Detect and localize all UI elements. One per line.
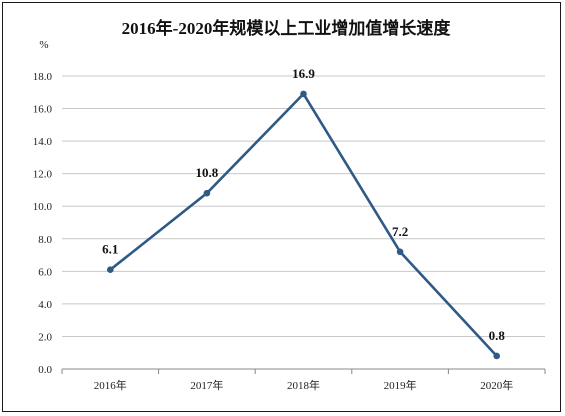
data-label: 6.1 <box>102 242 118 257</box>
x-tick-label: 2016年 <box>94 378 127 392</box>
data-label: 0.8 <box>489 328 506 343</box>
y-tick-label: 10.0 <box>33 201 53 213</box>
data-point <box>107 266 114 274</box>
data-label: 7.2 <box>392 224 408 239</box>
series-line <box>109 91 498 357</box>
x-tick-label: 2018年 <box>287 378 320 392</box>
x-tick-label: 2017年 <box>190 378 223 392</box>
data-labels: 6.1 10.8 16.9 7.2 0.8 <box>102 66 505 343</box>
gridlines <box>62 75 545 337</box>
axes <box>61 368 546 374</box>
data-point <box>203 189 211 197</box>
y-tick-label: 4.0 <box>38 299 52 311</box>
chart-frame <box>2 2 561 412</box>
y-tick-label: 14.0 <box>33 136 53 148</box>
data-point <box>396 248 404 256</box>
x-tick-label: 2020年 <box>480 378 513 392</box>
y-tick-label: 2.0 <box>38 331 52 343</box>
y-tick-label: 0.0 <box>38 364 52 376</box>
x-tick-label: 2019年 <box>384 378 417 392</box>
data-point <box>300 90 307 98</box>
y-axis-unit: % <box>39 39 48 51</box>
y-tick-label: 16.0 <box>33 104 53 116</box>
y-tick-label: 8.0 <box>38 234 52 246</box>
data-point <box>493 352 501 360</box>
x-tick-labels: 2016年 2017年 2018年 2019年 2020年 <box>94 378 513 392</box>
data-label: 10.8 <box>196 165 219 180</box>
y-tick-label: 6.0 <box>38 266 52 278</box>
y-tick-label: 12.0 <box>33 169 53 181</box>
series-line-path <box>109 91 498 357</box>
data-points <box>107 90 501 360</box>
data-label: 16.9 <box>292 66 315 81</box>
chart-title: 2016年-2020年规模以上工业增加值增长速度 <box>122 18 452 38</box>
y-tick-labels: 0.0 2.0 4.0 6.0 8.0 10.0 12.0 14.0 16.0 18.0 <box>33 71 53 376</box>
y-tick-label: 18.0 <box>33 71 53 83</box>
